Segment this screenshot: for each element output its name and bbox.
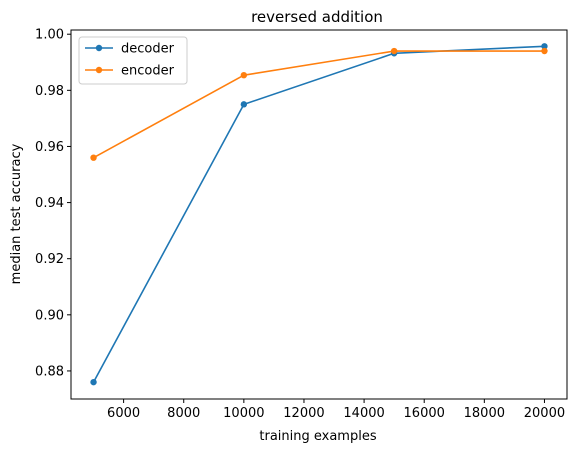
tick-group: 6000 8000 10000 12000 14000 16000 18000 20000 0.… <box>35 28 565 421</box>
y-tick-label: 0.90 <box>35 308 64 323</box>
legend-marker-encoder <box>95 66 103 74</box>
x-tick-label: 6000 <box>107 406 140 421</box>
y-tick-label: 0.96 <box>35 140 64 155</box>
decoder-series-line <box>92 45 545 383</box>
y-tick-label: 0.98 <box>35 84 64 99</box>
encoder-data-point <box>541 47 548 55</box>
decoder-data-point <box>90 378 97 386</box>
y-axis-label: median test accuracy <box>9 143 24 284</box>
x-tick-label: 8000 <box>167 406 200 421</box>
series-layer <box>90 43 548 386</box>
encoder-data-point <box>390 47 398 55</box>
x-tick-label: 14000 <box>343 406 384 421</box>
legend-label-encoder: encoder <box>121 64 175 79</box>
decoder-data-point <box>240 101 248 108</box>
y-tick-label: 1.00 <box>35 28 64 43</box>
encoder-series-line <box>93 50 545 159</box>
y-tick-label: 0.88 <box>35 364 64 379</box>
decoder-data-point <box>541 43 548 50</box>
x-tick-label: 20000 <box>524 406 565 421</box>
x-axis-label: training examples <box>259 429 376 444</box>
legend-marker-decoder <box>95 44 103 52</box>
y-tick-label: 0.92 <box>35 252 64 267</box>
encoder-data-point <box>90 154 97 161</box>
x-tick-label: 16000 <box>404 406 445 421</box>
x-tick-label: 10000 <box>223 406 264 421</box>
legend-label-decoder: decoder <box>121 42 175 57</box>
chart-title: reversed addition <box>251 8 383 26</box>
y-tick-label: 0.94 <box>35 196 64 211</box>
encoder-data-point <box>240 71 248 79</box>
x-tick-label: 12000 <box>283 406 324 421</box>
plot-frame <box>70 29 568 400</box>
x-tick-label: 18000 <box>464 406 505 421</box>
legend: decoder encoder <box>78 36 188 85</box>
